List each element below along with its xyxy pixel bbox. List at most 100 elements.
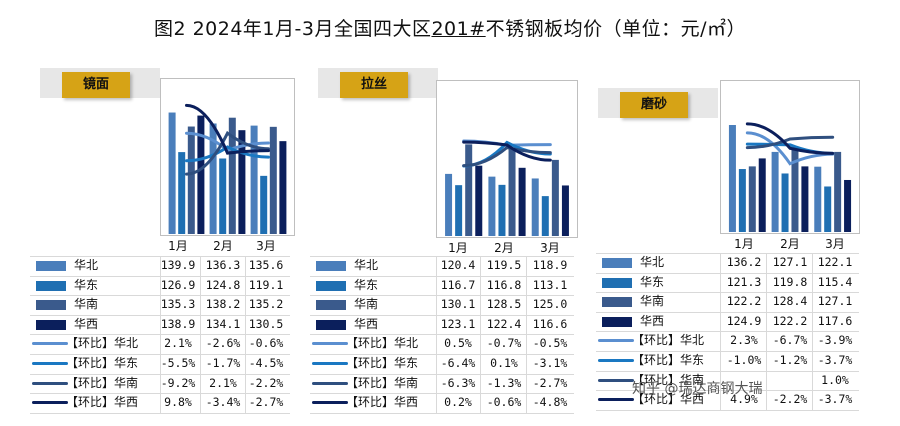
month-label: 3月	[540, 241, 560, 255]
cell-value: 125.0	[532, 297, 568, 312]
row-label: 华南	[74, 297, 99, 312]
bar-3-1	[748, 166, 756, 232]
mom-line-1	[745, 131, 835, 166]
bar-2-3	[824, 186, 832, 232]
legend-swatch	[316, 280, 346, 291]
bar-4-2	[238, 130, 246, 234]
cell-value: 113.1	[532, 277, 568, 292]
row-label: 【环比】华东	[632, 353, 705, 367]
cell-value: 119.5	[486, 258, 522, 272]
cell-value: 0.1%	[490, 356, 518, 370]
cell-value: -2.7%	[248, 395, 284, 410]
table-divider	[480, 256, 481, 413]
cell-value: 116.8	[486, 277, 522, 292]
table-rule	[310, 373, 574, 375]
table-rule	[310, 314, 574, 316]
cell-value: 0.2%	[444, 395, 472, 410]
table-rule	[596, 370, 859, 372]
bar-2-1	[455, 185, 463, 236]
bar-3-3	[269, 126, 277, 234]
table-rule	[596, 390, 859, 392]
table-row-mom: 【环比】华南 1.0%	[0, 371, 900, 390]
legend-line	[312, 381, 348, 385]
table-rule	[596, 409, 859, 411]
bar-4-3	[279, 141, 287, 234]
cell-value: 116.7	[440, 277, 476, 292]
bar-3-1	[187, 126, 195, 234]
table-row-price: 华东 116.7 116.8 113.1	[0, 276, 900, 295]
cell-value: 1.0%	[821, 372, 849, 387]
legend-line	[598, 378, 634, 382]
legend-swatch	[602, 277, 632, 288]
legend-swatch	[36, 300, 66, 311]
cell-value: -3.1%	[532, 356, 568, 370]
row-label: 华西	[74, 316, 99, 331]
bar-2-1	[738, 169, 746, 232]
cell-value: 2.1%	[209, 375, 237, 390]
cell-value: 130.1	[440, 297, 476, 312]
cell-value: 119.1	[248, 277, 284, 292]
bar-1-1	[728, 125, 736, 232]
row-label: 华西	[640, 313, 665, 328]
row-label: 华东	[354, 277, 379, 292]
table-divider	[160, 256, 161, 413]
table-row-mom: 【环比】华南 -6.3% -1.3% -2.7%	[0, 374, 900, 393]
cell-value: 135.3	[160, 297, 196, 312]
legend-swatch	[316, 319, 346, 330]
legend-line	[32, 362, 68, 365]
table-rule	[310, 275, 574, 277]
table-divider	[436, 256, 437, 413]
bar-3-2	[791, 148, 799, 232]
table-row-price: 华北 136.2 127.1 122.1	[0, 253, 900, 272]
table-row-price: 华西 123.1 122.4 116.6	[0, 315, 900, 334]
cell-value: 119.8	[772, 274, 808, 289]
table-row-price: 华南 135.3 138.2 135.2	[0, 295, 900, 314]
bar-2-1	[178, 152, 186, 234]
row-label: 【环比】华西	[632, 392, 705, 407]
cell-value: -1.0%	[726, 353, 762, 367]
legend-swatch	[316, 300, 346, 311]
table-row-mom: 【环比】华东 -5.5% -1.7% -4.5%	[0, 354, 900, 373]
table-rule	[596, 311, 859, 313]
bar-1-3	[814, 166, 822, 232]
cell-value: 127.1	[772, 255, 808, 269]
cell-value: 122.1	[817, 255, 853, 269]
cell-value: 128.5	[486, 297, 522, 312]
table-divider	[720, 253, 721, 410]
table-row-price: 华南 130.1 128.5 125.0	[0, 295, 900, 314]
plot-area	[160, 78, 295, 236]
table-row-price: 华东 126.9 124.8 119.1	[0, 276, 900, 295]
table-rule	[310, 393, 574, 395]
row-label: 华西	[354, 316, 379, 331]
cell-value: 135.6	[248, 258, 284, 272]
finish-tag: 镜面	[62, 72, 130, 98]
cell-value: -6.7%	[772, 333, 808, 348]
legend-swatch	[36, 280, 66, 291]
cell-value: 123.1	[440, 316, 476, 331]
row-label: 华北	[640, 255, 665, 269]
cell-value: 120.4	[440, 258, 476, 272]
table-rule	[310, 412, 574, 414]
plot-area	[720, 80, 860, 234]
cell-value: -3.4%	[205, 395, 241, 410]
table-divider	[766, 253, 767, 410]
table-divider	[245, 256, 246, 413]
cell-value: -2.2%	[772, 392, 808, 407]
watermark: 知乎 @瑞达商钢大瑞	[632, 381, 763, 397]
bar-3-1	[465, 144, 473, 236]
legend-swatch	[602, 316, 632, 327]
row-label: 华南	[354, 297, 379, 312]
mom-line-2	[185, 145, 270, 163]
row-label: 华南	[640, 294, 665, 309]
cell-value: -3.7%	[817, 353, 853, 367]
bar-2-2	[498, 184, 506, 236]
cell-value: 122.2	[726, 294, 762, 309]
table-row-mom: 【环比】华西 4.9% -2.2% -3.7%	[0, 390, 900, 409]
month-label: 1月	[448, 241, 468, 255]
bar-2-3	[260, 175, 268, 234]
cell-value: -2.7%	[532, 375, 568, 390]
bar-3-2	[228, 117, 236, 234]
bar-1-2	[771, 151, 779, 232]
table-row-price: 华北 120.4 119.5 118.9	[0, 256, 900, 275]
bar-3-2	[508, 149, 516, 236]
